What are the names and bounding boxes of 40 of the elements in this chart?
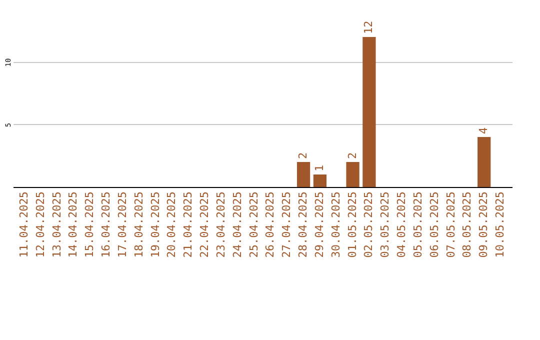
x-tick-label: 19.04.2025 — [148, 192, 162, 258]
x-tick-label: 20.04.2025 — [165, 192, 178, 258]
x-tick-label: 22.04.2025 — [198, 192, 212, 258]
bar — [346, 162, 360, 187]
x-tick-label: 02.05.2025 — [362, 192, 376, 258]
x-tick-label: 14.04.2025 — [66, 192, 80, 258]
bar — [296, 162, 310, 187]
data-label: 12 — [362, 20, 376, 34]
x-tick-label: 03.05.2025 — [378, 192, 392, 258]
x-tick-label: 24.04.2025 — [230, 192, 244, 258]
data-label: 2 — [346, 152, 359, 159]
x-tick-label: 27.04.2025 — [280, 192, 294, 258]
x-tick-label: 17.04.2025 — [116, 192, 129, 258]
bar — [478, 137, 491, 187]
data-label: 1 — [312, 164, 326, 172]
data-label: 2 — [296, 152, 310, 159]
x-tick-label: 12.04.2025 — [34, 192, 47, 258]
x-tick-label: 26.04.2025 — [264, 192, 277, 258]
bar — [313, 174, 327, 187]
x-tick-label: 07.05.2025 — [444, 192, 458, 258]
x-tick-label: 16.04.2025 — [100, 192, 113, 258]
data-label: 4 — [477, 127, 490, 134]
x-tick-label: 25.04.2025 — [247, 192, 260, 258]
x-tick-label: 28.04.2025 — [296, 192, 310, 258]
x-tick-label: 15.04.2025 — [83, 192, 96, 258]
x-tick-label: 05.05.2025 — [411, 192, 424, 258]
x-tick-label: 09.05.2025 — [477, 192, 490, 258]
x-tick-label: 06.05.2025 — [428, 192, 441, 258]
x-tick-label: 29.04.2025 — [312, 192, 326, 258]
x-tick-label: 10.05.2025 — [494, 192, 507, 258]
x-tick-label: 11.04.2025 — [17, 192, 30, 258]
x-tick-label: 13.04.2025 — [50, 192, 64, 258]
x-tick-label: 21.04.2025 — [182, 192, 195, 258]
x-tick-label: 08.05.2025 — [460, 192, 474, 258]
x-tick-label: 01.05.2025 — [346, 192, 359, 258]
x-tick-label: 30.04.2025 — [329, 192, 342, 258]
x-tick-label: 04.05.2025 — [395, 192, 408, 258]
x-tick-label: 18.04.2025 — [132, 192, 146, 258]
bar — [362, 37, 376, 187]
x-tick-label: 23.04.2025 — [214, 192, 228, 258]
